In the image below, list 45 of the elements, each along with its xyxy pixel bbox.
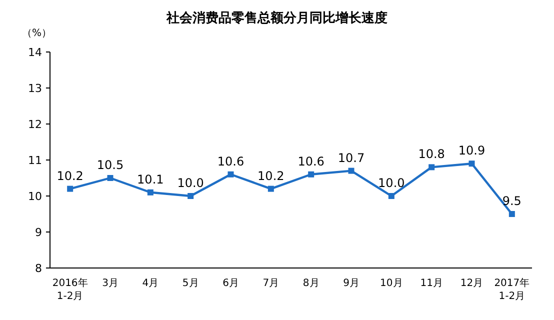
- point: [308, 171, 314, 178]
- x-tick-label: 6月: [222, 278, 239, 289]
- data-label: 10.0: [378, 176, 405, 190]
- point: [67, 186, 74, 192]
- point: [428, 164, 435, 170]
- y-tick-label: 13: [28, 82, 42, 95]
- x-tick-label: 7月: [262, 278, 280, 289]
- data-label: 10.2: [258, 168, 284, 183]
- y-tick-label: 12: [28, 118, 42, 131]
- x-tick-label: 2017年 1-2月: [494, 277, 530, 302]
- data-label: 10.0: [177, 176, 204, 190]
- data-label: 10.1: [137, 172, 164, 186]
- x-tick-label: 9月: [343, 278, 360, 289]
- point: [147, 189, 154, 196]
- point: [107, 175, 114, 181]
- point: [268, 186, 274, 192]
- x-tick-label: 8月: [302, 278, 320, 289]
- point: [228, 171, 234, 178]
- x-tick-label: 5月: [182, 278, 199, 289]
- data-label: 10.7: [338, 150, 365, 165]
- y-tick-label: 9: [35, 226, 42, 239]
- x-tick-label: 4月: [142, 278, 159, 289]
- point: [388, 193, 394, 199]
- point: [188, 193, 194, 199]
- point: [508, 211, 515, 217]
- y-axis-title: （%）: [22, 28, 52, 39]
- point: [468, 160, 475, 167]
- chart-title: 社会消费品零售总额分月同比增长速度: [166, 10, 388, 26]
- data-label: 10.6: [217, 154, 244, 168]
- y-tick-label: 8: [35, 262, 42, 275]
- data-label: 10.8: [418, 147, 445, 162]
- data-label: 10.2: [56, 168, 84, 183]
- data-label: 10.5: [96, 158, 124, 172]
- x-tick-label: 11月: [420, 278, 443, 289]
- data-label: 9.5: [502, 194, 522, 208]
- x-tick-label: 2016年 1-2月: [52, 277, 88, 302]
- data-label: 10.9: [458, 144, 486, 158]
- y-tick-label: 14: [28, 46, 42, 59]
- x-tick-label: 3月: [102, 278, 118, 289]
- x-tick-label: 12月: [460, 278, 484, 289]
- point: [348, 168, 354, 174]
- y-tick-label: 10: [28, 190, 42, 203]
- x-tick-label: 10月: [380, 278, 403, 289]
- data-label: 10.6: [298, 154, 324, 168]
- y-tick-label: 11: [28, 154, 42, 167]
